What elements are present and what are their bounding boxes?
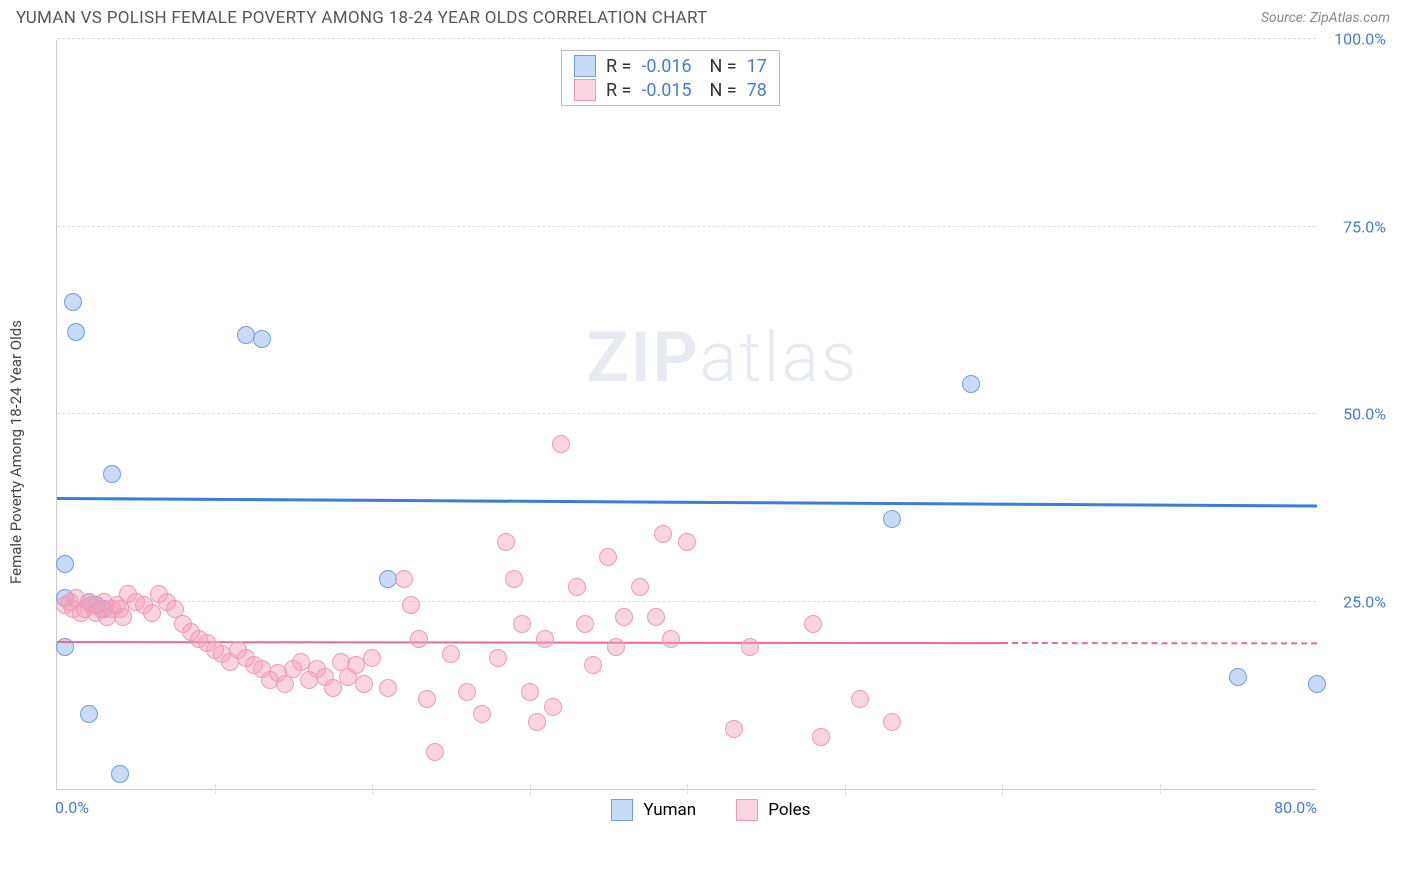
chart-container: Female Poverty Among 18-24 Year Olds 25.…: [8, 32, 1398, 872]
data-point: [851, 690, 869, 708]
data-point: [741, 638, 759, 656]
data-point: [143, 604, 161, 622]
gridline-v: [687, 784, 688, 794]
data-point: [489, 649, 507, 667]
data-point: [114, 608, 132, 626]
gridline-v: [1160, 784, 1161, 794]
legend-series: Yuman Poles: [611, 799, 810, 821]
data-point: [355, 675, 373, 693]
data-point: [615, 608, 633, 626]
data-point: [402, 596, 420, 614]
data-point: [80, 705, 98, 723]
r-value: -0.015: [641, 80, 699, 101]
legend-swatch: [611, 799, 633, 821]
watermark: ZIPatlas: [586, 317, 858, 399]
data-point: [654, 525, 672, 543]
gridline-v: [372, 784, 373, 794]
data-point: [410, 630, 428, 648]
data-point: [497, 533, 515, 551]
y-tick-label: 75.0%: [1326, 217, 1386, 236]
n-label: N =: [709, 56, 736, 77]
data-point: [804, 615, 822, 633]
gridline-h: [57, 601, 1316, 602]
n-value: 17: [747, 56, 767, 77]
legend-swatch: [574, 55, 596, 77]
legend-item: Yuman: [611, 799, 696, 821]
data-point: [607, 638, 625, 656]
data-point: [536, 630, 554, 648]
data-point: [379, 679, 397, 697]
gridline-h: [57, 38, 1316, 39]
data-point: [324, 679, 342, 697]
data-point: [513, 615, 531, 633]
data-point: [528, 713, 546, 731]
legend-label: Poles: [768, 800, 810, 820]
data-point: [253, 330, 271, 348]
data-point: [521, 683, 539, 701]
data-point: [426, 743, 444, 761]
data-point: [576, 615, 594, 633]
legend-stats-row: R = -0.015 N = 78: [574, 79, 767, 101]
data-point: [103, 465, 121, 483]
data-point: [962, 375, 980, 393]
y-axis-label: Female Poverty Among 18-24 Year Olds: [7, 320, 25, 584]
r-label: R =: [606, 80, 631, 101]
y-tick-label: 100.0%: [1326, 30, 1386, 49]
data-point: [505, 570, 523, 588]
data-point: [67, 323, 85, 341]
data-point: [552, 435, 570, 453]
legend-swatch: [736, 799, 758, 821]
data-point: [544, 698, 562, 716]
data-point: [64, 293, 82, 311]
source-label: Source: ZipAtlas.com: [1261, 10, 1390, 26]
data-point: [418, 690, 436, 708]
data-point: [599, 548, 617, 566]
trend-line: [57, 497, 1317, 507]
gridline-h: [57, 413, 1316, 414]
n-label: N =: [709, 80, 736, 101]
y-tick-label: 50.0%: [1326, 405, 1386, 424]
r-value: -0.016: [641, 56, 699, 77]
legend-stats-row: R = -0.016 N = 17: [574, 55, 767, 77]
gridline-v: [845, 784, 846, 794]
data-point: [812, 728, 830, 746]
plot-area: 25.0%50.0%75.0%100.0%0.0%80.0%ZIPatlasR …: [56, 40, 1316, 790]
data-point: [56, 555, 74, 573]
x-tick-label: 0.0%: [55, 798, 89, 817]
gridline-v: [1002, 784, 1003, 794]
chart-title: YUMAN VS POLISH FEMALE POVERTY AMONG 18-…: [16, 8, 708, 28]
data-point: [395, 570, 413, 588]
data-point: [883, 713, 901, 731]
data-point: [1229, 668, 1247, 686]
x-tick-label: 80.0%: [1274, 798, 1317, 817]
data-point: [647, 608, 665, 626]
data-point: [1308, 675, 1326, 693]
trend-line: [1002, 642, 1317, 644]
legend-swatch: [574, 79, 596, 101]
data-point: [458, 683, 476, 701]
data-point: [473, 705, 491, 723]
data-point: [631, 578, 649, 596]
gridline-v: [530, 784, 531, 794]
data-point: [584, 656, 602, 674]
gridline-v: [215, 784, 216, 794]
legend-label: Yuman: [643, 800, 696, 820]
legend-item: Poles: [736, 799, 810, 821]
r-label: R =: [606, 56, 631, 77]
n-value: 78: [747, 80, 767, 101]
gridline-h: [57, 226, 1316, 227]
y-tick-label: 25.0%: [1326, 592, 1386, 611]
data-point: [725, 720, 743, 738]
legend-stats: R = -0.016 N = 17 R = -0.015 N = 78: [561, 50, 780, 106]
data-point: [111, 765, 129, 783]
data-point: [678, 533, 696, 551]
data-point: [568, 578, 586, 596]
data-point: [883, 510, 901, 528]
data-point: [662, 630, 680, 648]
data-point: [442, 645, 460, 663]
data-point: [363, 649, 381, 667]
